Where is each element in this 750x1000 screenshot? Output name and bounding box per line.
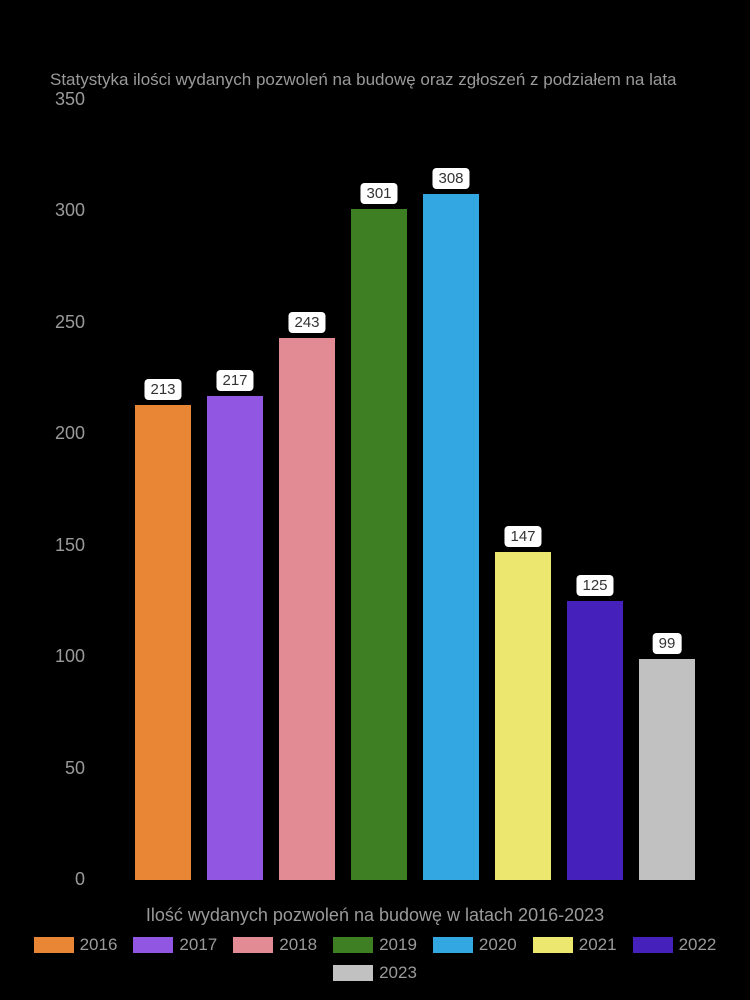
- bar-value-label: 147: [504, 526, 541, 547]
- legend-label: 2019: [379, 935, 417, 955]
- legend-swatch: [433, 937, 473, 953]
- y-tick-label: 300: [35, 200, 85, 221]
- legend-label: 2016: [80, 935, 118, 955]
- bar: 99: [639, 659, 695, 880]
- bar-value-label: 125: [576, 575, 613, 596]
- legend-swatch: [633, 937, 673, 953]
- legend-swatch: [533, 937, 573, 953]
- y-tick-label: 0: [35, 869, 85, 890]
- legend-label: 2018: [279, 935, 317, 955]
- legend-item: 2017: [133, 935, 217, 955]
- legend-label: 2022: [679, 935, 717, 955]
- legend-item: 2023: [333, 963, 417, 983]
- legend-swatch: [333, 965, 373, 981]
- bar: 147: [495, 552, 551, 880]
- y-tick-label: 50: [35, 758, 85, 779]
- legend: 2016 2017 2018 2019 2020 2021 2022 2023: [0, 935, 750, 983]
- bar: 301: [351, 209, 407, 880]
- legend-item: 2016: [34, 935, 118, 955]
- bar: 243: [279, 338, 335, 880]
- legend-swatch: [133, 937, 173, 953]
- legend-label: 2023: [379, 963, 417, 983]
- y-tick-label: 200: [35, 423, 85, 444]
- legend-item: 2019: [333, 935, 417, 955]
- bar: 125: [567, 601, 623, 880]
- legend-swatch: [333, 937, 373, 953]
- legend-item: 2022: [633, 935, 717, 955]
- y-tick-label: 250: [35, 312, 85, 333]
- bar-value-label: 243: [288, 312, 325, 333]
- bar-value-label: 99: [653, 633, 682, 654]
- x-axis-title: Ilość wydanych pozwoleń na budowę w lata…: [0, 905, 750, 926]
- legend-label: 2021: [579, 935, 617, 955]
- legend-swatch: [34, 937, 74, 953]
- chart-title: Statystyka ilości wydanych pozwoleń na b…: [50, 70, 677, 90]
- legend-label: 2020: [479, 935, 517, 955]
- legend-item: 2018: [233, 935, 317, 955]
- y-tick-label: 150: [35, 535, 85, 556]
- y-tick-label: 350: [35, 89, 85, 110]
- bar-value-label: 213: [144, 379, 181, 400]
- bar: 308: [423, 194, 479, 880]
- legend-swatch: [233, 937, 273, 953]
- bar-value-label: 301: [360, 183, 397, 204]
- bar: 213: [135, 405, 191, 880]
- y-tick-label: 100: [35, 646, 85, 667]
- bar-value-label: 308: [432, 168, 469, 189]
- bar: 217: [207, 396, 263, 880]
- legend-item: 2020: [433, 935, 517, 955]
- chart-plot-area: 0501001502002503003502132172433013081471…: [95, 100, 715, 880]
- bar-value-label: 217: [216, 370, 253, 391]
- legend-item: 2021: [533, 935, 617, 955]
- legend-label: 2017: [179, 935, 217, 955]
